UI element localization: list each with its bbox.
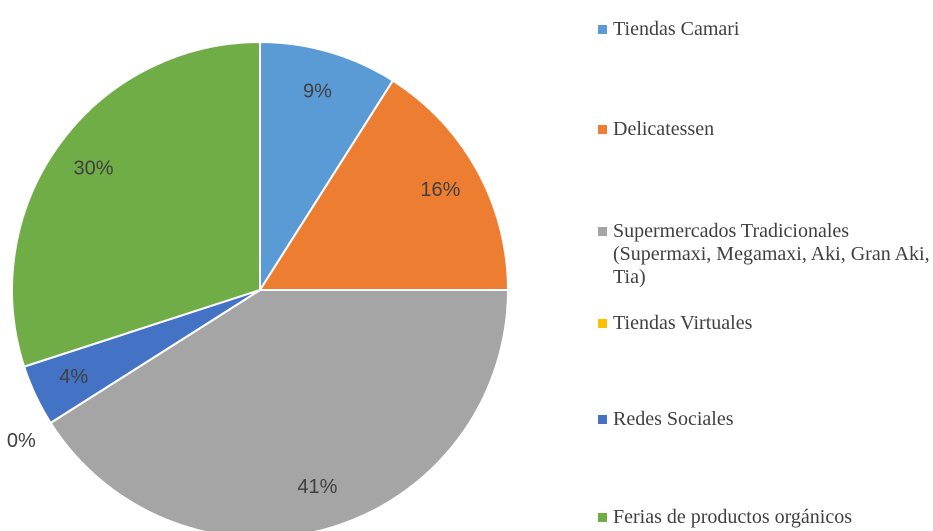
legend-label: Tiendas Virtuales	[613, 312, 753, 334]
data-label: 0%	[7, 430, 36, 452]
legend-swatch	[598, 125, 607, 134]
legend-item: Delicatessen	[598, 118, 933, 141]
data-label: 30%	[73, 157, 113, 179]
legend-swatch	[598, 415, 607, 424]
legend-swatch	[598, 227, 607, 236]
legend-label: Tiendas Camari	[613, 18, 740, 40]
legend-item: Tiendas Camari	[598, 18, 933, 41]
pie-slice	[11, 40, 261, 368]
legend-item: Ferias de productos orgánicos	[598, 506, 933, 529]
pie-slice	[259, 40, 395, 294]
data-label: 4%	[59, 366, 88, 388]
pie-slice	[49, 289, 510, 531]
pie-slice	[258, 79, 510, 291]
legend-swatch	[598, 25, 607, 34]
legend-label: Ferias de productos orgánicos	[613, 506, 853, 528]
data-label: 16%	[420, 179, 460, 201]
legend-item: Tiendas Virtuales	[598, 312, 933, 335]
data-label: 41%	[297, 476, 337, 498]
legend-swatch	[598, 513, 607, 522]
legend-swatch	[598, 319, 607, 328]
legend-label: Delicatessen	[613, 118, 715, 140]
legend-item: Redes Sociales	[598, 408, 933, 431]
legend-label: Supermercados Tradicionales (Supermaxi, …	[613, 220, 930, 288]
legend-label: Redes Sociales	[613, 408, 734, 430]
legend-item: Supermercados Tradicionales (Supermaxi, …	[598, 220, 933, 289]
data-label: 9%	[303, 81, 332, 103]
